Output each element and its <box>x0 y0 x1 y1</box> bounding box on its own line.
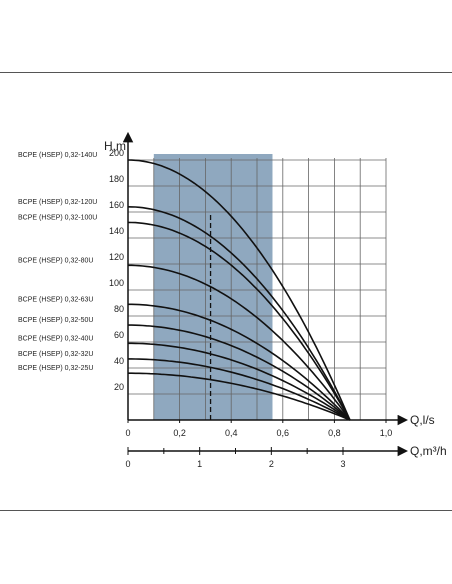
series-label: BCPE (HSEP) 0,32-40U <box>18 335 93 342</box>
x-tick-label: 0,2 <box>173 428 186 438</box>
series-line <box>128 342 351 421</box>
x-tick-label: 0,8 <box>328 428 341 438</box>
series-label: BCPE (HSEP) 0,32-140U <box>18 152 97 159</box>
x-axis-title: Q,l/s <box>410 413 435 427</box>
y-tick-label: 80 <box>114 304 124 314</box>
x2-tick-label: 3 <box>340 459 345 469</box>
series-line <box>128 358 351 421</box>
x-tick-label: 0,6 <box>277 428 290 438</box>
series-line <box>128 324 351 421</box>
series-line <box>128 372 351 421</box>
series-line <box>128 303 351 421</box>
series-label: BCPE (HSEP) 0,32-100U <box>18 214 97 221</box>
y-axis-title: H,m <box>104 139 126 153</box>
y-tick-label: 20 <box>114 382 124 392</box>
y-tick-label: 100 <box>109 278 124 288</box>
x2-tick-label: 2 <box>269 459 274 469</box>
series-label: BCPE (HSEP) 0,32-32U <box>18 351 93 358</box>
x2-tick-label: 0 <box>125 459 130 469</box>
series-label: BCPE (HSEP) 0,32-50U <box>18 317 93 324</box>
x2-tick-label: 1 <box>197 459 202 469</box>
series-label: BCPE (HSEP) 0,32-120U <box>18 199 97 206</box>
y-tick-label: 180 <box>109 174 124 184</box>
x-tick-label: 0 <box>125 428 130 438</box>
series-label: BCPE (HSEP) 0,32-63U <box>18 296 93 303</box>
y-tick-label: 140 <box>109 226 124 236</box>
series-label: BCPE (HSEP) 0,32-80U <box>18 257 93 264</box>
series-line <box>128 264 351 421</box>
x-tick-label: 1,0 <box>380 428 393 438</box>
y-tick-label: 60 <box>114 330 124 340</box>
top-rule <box>0 72 452 73</box>
y-tick-label: 200 <box>109 148 124 158</box>
y-tick-label: 120 <box>109 252 124 262</box>
series-line <box>127 159 351 421</box>
y-tick-label: 40 <box>114 356 124 366</box>
x-tick-label: 0,4 <box>225 428 238 438</box>
series-line <box>127 221 351 421</box>
series-label: BCPE (HSEP) 0,32-25U <box>18 365 93 372</box>
y-tick-label: 160 <box>109 200 124 210</box>
bottom-rule <box>0 510 452 511</box>
series-line <box>127 206 351 421</box>
x2-axis-title: Q,m³/h <box>410 444 447 458</box>
